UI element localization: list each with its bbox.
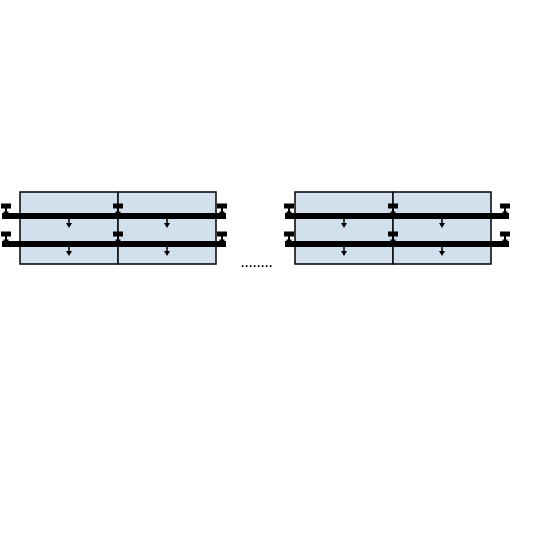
rail xyxy=(2,213,226,219)
connector-pin xyxy=(284,232,294,242)
diagram-canvas: ········ xyxy=(0,0,533,533)
connector-pin xyxy=(217,204,227,214)
rail xyxy=(285,213,509,219)
connector-pin xyxy=(1,232,11,242)
ellipsis: ········ xyxy=(241,259,273,273)
rail xyxy=(285,241,509,247)
connector-pin xyxy=(1,204,11,214)
rail xyxy=(2,241,226,247)
connector-pin xyxy=(500,204,510,214)
connector-pin xyxy=(217,232,227,242)
connector-pin xyxy=(284,204,294,214)
connector-pin xyxy=(500,232,510,242)
